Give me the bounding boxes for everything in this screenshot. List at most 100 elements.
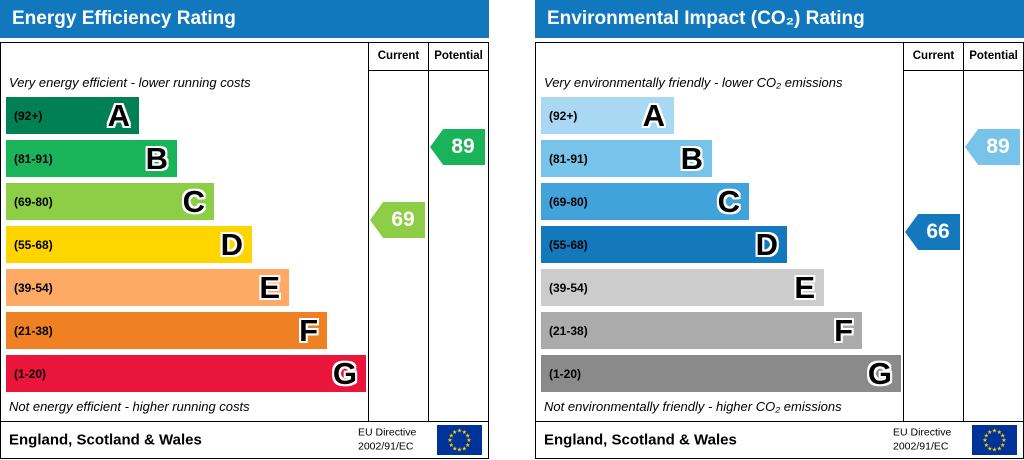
band-range-label: (21-38) bbox=[549, 323, 588, 338]
potential-column-divider bbox=[428, 43, 429, 421]
band-c: (69-80) C bbox=[6, 183, 214, 220]
current-column-header: Current bbox=[912, 50, 955, 62]
band-letter: F bbox=[834, 313, 853, 348]
svg-text:★: ★ bbox=[449, 442, 454, 449]
band-range-label: (55-68) bbox=[549, 237, 588, 252]
band-range-label: (69-80) bbox=[14, 194, 53, 209]
band-range-label: (69-80) bbox=[549, 194, 588, 209]
svg-text:★: ★ bbox=[997, 445, 1002, 452]
rating-bands: (92+) A (81-91) B (69-80) C (55-68) D (39-54) E (2… bbox=[541, 97, 903, 398]
eu-directive-line1: EU Directive bbox=[893, 426, 952, 439]
band-e: (39-54) E bbox=[541, 269, 824, 306]
potential-column-header: Potential bbox=[434, 50, 483, 62]
top-caption: Very environmentally friendly - lower CO… bbox=[544, 75, 843, 90]
svg-text:★: ★ bbox=[465, 442, 470, 449]
energy-panel-title: Energy Efficiency Rating bbox=[12, 8, 236, 29]
band-range-label: (92+) bbox=[549, 108, 578, 123]
potential-column-header: Potential bbox=[969, 50, 1018, 62]
band-letter: D bbox=[755, 227, 778, 262]
region-label: England, Scotland & Wales bbox=[544, 431, 737, 449]
eu-directive-line1: EU Directive bbox=[358, 426, 417, 439]
band-letter: A bbox=[642, 98, 665, 133]
band-range-label: (55-68) bbox=[14, 237, 53, 252]
band-d: (55-68) D bbox=[541, 226, 787, 263]
environmental-impact-panel: Environmental Impact (CO₂) Rating Curren… bbox=[535, 0, 1024, 460]
svg-text:★: ★ bbox=[462, 445, 467, 452]
bottom-caption: Not energy efficient - higher running co… bbox=[9, 399, 250, 414]
svg-text:★: ★ bbox=[452, 429, 457, 436]
current-column-divider bbox=[368, 43, 369, 421]
band-a: (92+) A bbox=[6, 97, 139, 134]
svg-text:★: ★ bbox=[1001, 437, 1006, 444]
band-a: (92+) A bbox=[541, 97, 674, 134]
rating-bands: (92+) A (81-91) B (69-80) C (55-68) D (39-54) E (2… bbox=[6, 97, 368, 398]
column-header-underline bbox=[903, 70, 1023, 71]
potential-rating-arrow: 89 bbox=[430, 129, 485, 165]
current-rating-arrow: 66 bbox=[905, 214, 960, 250]
band-e: (39-54) E bbox=[6, 269, 289, 306]
chart-footer: England, Scotland & Wales EU Directive 2… bbox=[1, 421, 488, 458]
band-g: (1-20) G bbox=[541, 355, 901, 392]
svg-text:★: ★ bbox=[987, 445, 992, 452]
band-letter: B bbox=[680, 141, 703, 176]
band-letter: C bbox=[717, 184, 740, 219]
band-letter: G bbox=[332, 356, 357, 391]
potential-rating-value: 89 bbox=[986, 135, 1010, 158]
chart-footer: England, Scotland & Wales EU Directive 2… bbox=[536, 421, 1023, 458]
bottom-caption: Not environmentally friendly - higher CO… bbox=[544, 399, 842, 414]
eu-directive-line2: 2002/91/EC bbox=[893, 440, 949, 452]
svg-text:★: ★ bbox=[462, 429, 467, 436]
svg-text:★: ★ bbox=[465, 432, 470, 439]
band-d: (55-68) D bbox=[6, 226, 252, 263]
band-range-label: (92+) bbox=[14, 108, 43, 123]
svg-text:★: ★ bbox=[984, 432, 989, 439]
eu-directive-label: EU Directive 2002/91/EC bbox=[358, 426, 416, 453]
energy-efficiency-panel: Energy Efficiency Rating Current Potenti… bbox=[0, 0, 489, 460]
band-letter: E bbox=[259, 270, 280, 305]
svg-text:★: ★ bbox=[1000, 442, 1005, 449]
eu-directive-line2: 2002/91/EC bbox=[358, 440, 414, 452]
svg-text:★: ★ bbox=[1000, 432, 1005, 439]
band-f: (21-38) F bbox=[541, 312, 862, 349]
environmental-rating-chart: Current Potential Very environmentally f… bbox=[535, 42, 1024, 459]
current-rating-arrow: 69 bbox=[370, 202, 425, 238]
column-header-underline bbox=[368, 70, 488, 71]
band-letter: G bbox=[867, 356, 892, 391]
energy-rating-chart: Current Potential Very energy efficient … bbox=[0, 42, 489, 459]
current-rating-value: 69 bbox=[391, 208, 415, 231]
band-c: (69-80) C bbox=[541, 183, 749, 220]
svg-text:★: ★ bbox=[992, 428, 997, 435]
band-letter: B bbox=[145, 141, 168, 176]
environmental-title-bar: Environmental Impact (CO₂) Rating bbox=[535, 0, 1024, 38]
svg-text:★: ★ bbox=[457, 447, 462, 454]
svg-text:★: ★ bbox=[987, 429, 992, 436]
potential-rating-arrow: 89 bbox=[965, 129, 1020, 165]
svg-text:★: ★ bbox=[997, 429, 1002, 436]
band-range-label: (1-20) bbox=[14, 366, 47, 381]
current-column-divider bbox=[903, 43, 904, 421]
svg-text:★: ★ bbox=[447, 437, 452, 444]
band-letter: C bbox=[182, 184, 205, 219]
band-range-label: (1-20) bbox=[549, 366, 582, 381]
environmental-panel-title: Environmental Impact (CO₂) Rating bbox=[547, 8, 865, 29]
band-b: (81-91) B bbox=[6, 140, 177, 177]
region-label: England, Scotland & Wales bbox=[9, 431, 202, 449]
eu-directive-label: EU Directive 2002/91/EC bbox=[893, 426, 951, 453]
energy-title-bar: Energy Efficiency Rating bbox=[0, 0, 489, 38]
current-column-header: Current bbox=[377, 50, 420, 62]
current-rating-value: 66 bbox=[926, 220, 950, 243]
potential-rating-value: 89 bbox=[451, 135, 475, 158]
svg-text:★: ★ bbox=[452, 445, 457, 452]
band-range-label: (21-38) bbox=[14, 323, 53, 338]
band-range-label: (39-54) bbox=[549, 280, 588, 295]
band-b: (81-91) B bbox=[541, 140, 712, 177]
eu-flag-icon: ★ ★ ★ ★ ★ ★ ★ ★ ★ ★ ★ ★ bbox=[972, 425, 1017, 455]
band-range-label: (81-91) bbox=[549, 151, 588, 166]
band-letter: A bbox=[107, 98, 130, 133]
band-f: (21-38) F bbox=[6, 312, 327, 349]
top-caption: Very energy efficient - lower running co… bbox=[9, 75, 251, 90]
potential-column-divider bbox=[963, 43, 964, 421]
band-range-label: (81-91) bbox=[14, 151, 53, 166]
svg-text:★: ★ bbox=[449, 432, 454, 439]
band-g: (1-20) G bbox=[6, 355, 366, 392]
